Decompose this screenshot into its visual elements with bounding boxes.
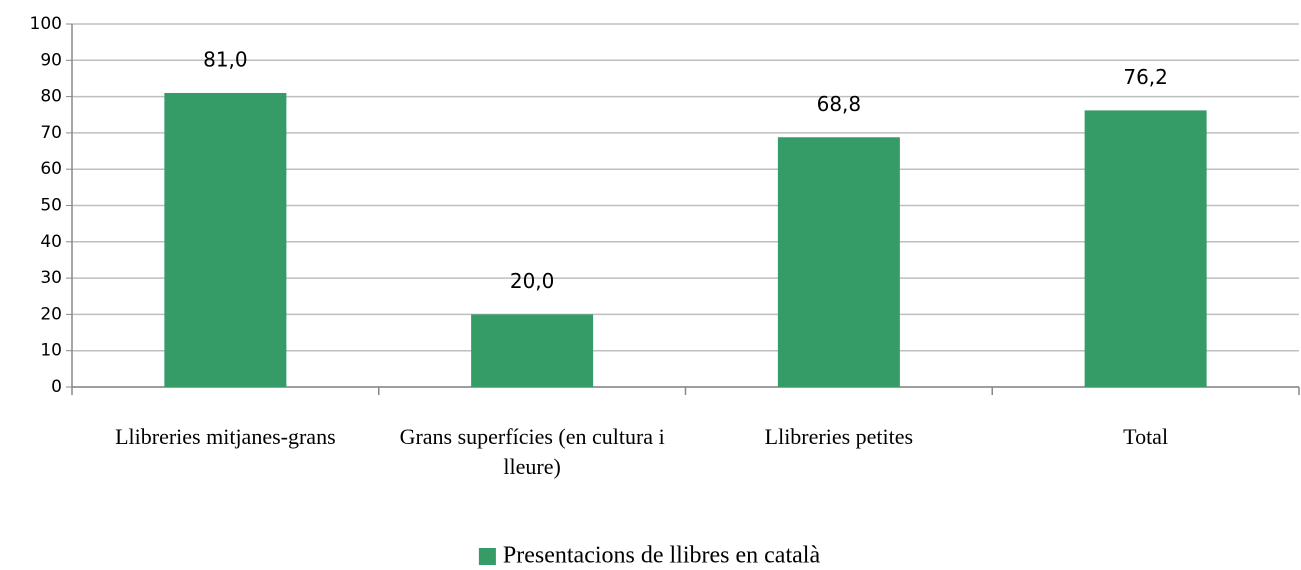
bar	[471, 314, 594, 387]
y-tick-label: 20	[40, 304, 62, 324]
x-tick-label: Total	[1123, 424, 1169, 449]
data-label: 20,0	[510, 269, 555, 293]
bar	[164, 92, 287, 387]
x-tick-label: Grans superfícies (en cultura i lleure)	[399, 424, 665, 479]
y-tick-label: 10	[40, 341, 62, 361]
y-tick-label: 80	[40, 87, 62, 107]
y-tick-label: 40	[40, 232, 62, 252]
x-tick-label: Llibreries petites	[764, 424, 914, 449]
y-tick-label: 50	[40, 196, 62, 216]
legend-swatch	[478, 548, 496, 565]
y-tick-label: 60	[40, 159, 62, 179]
legend-label: Presentacions de llibres en català	[503, 543, 821, 569]
x-tick-label: Llibreries mitjanes-grans	[115, 424, 336, 449]
data-label: 81,0	[203, 47, 248, 71]
y-tick-label: 90	[40, 50, 62, 70]
y-tick-label: 30	[40, 268, 62, 288]
bar	[1084, 110, 1207, 388]
data-label: 76,2	[1123, 65, 1168, 89]
y-tick-label: 70	[40, 123, 62, 143]
y-tick-label: 0	[51, 377, 62, 397]
y-tick-label: 100	[30, 14, 62, 34]
bar	[777, 137, 900, 387]
data-label: 68,8	[817, 92, 862, 116]
